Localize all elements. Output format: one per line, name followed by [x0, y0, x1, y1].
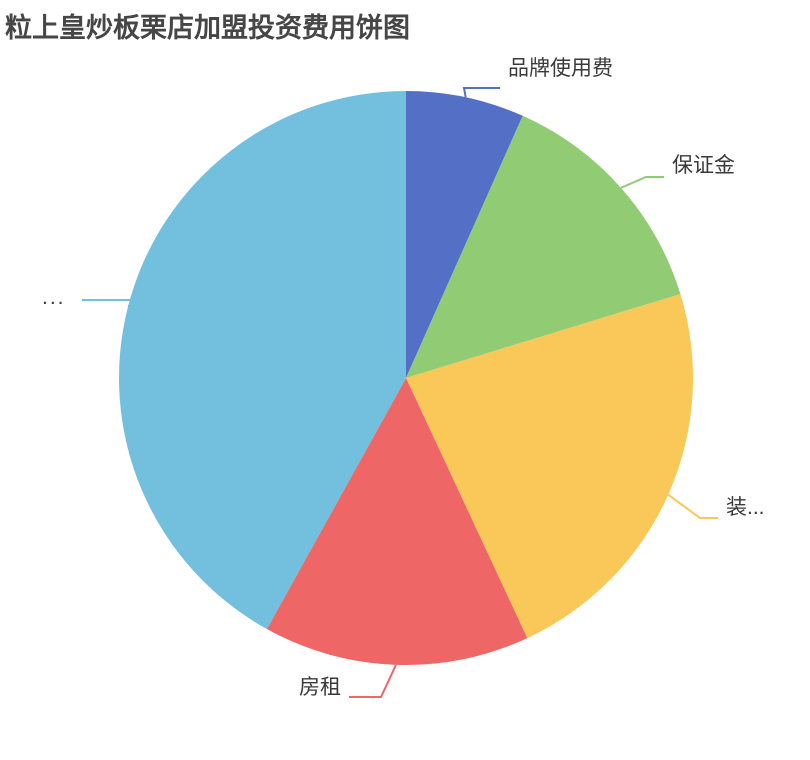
pie-label-rent: 房租: [299, 676, 341, 699]
pie-slice-decoration[interactable]: [406, 294, 694, 639]
pie-slice-rent[interactable]: [266, 378, 528, 666]
label-leader-lines: [82, 87, 718, 698]
leader-line-deposit: [620, 176, 664, 189]
pie-label-other: ...: [42, 286, 66, 309]
leader-line-decoration: [667, 493, 718, 519]
pie-slice-deposit[interactable]: [406, 115, 681, 378]
chart-title: 粒上皇炒板栗店加盟投资费用饼图: [5, 13, 410, 43]
leader-line-rent: [349, 664, 397, 698]
pie-slice-other[interactable]: [118, 90, 406, 630]
pie-slices[interactable]: [118, 90, 694, 666]
leader-line-brand-fee: [462, 87, 500, 98]
pie-slice-brand-fee[interactable]: [406, 91, 523, 378]
leader-line-other: [82, 299, 149, 308]
pie-label-deposit: 保证金: [672, 154, 735, 177]
pie-label-decoration: 装...: [726, 496, 765, 519]
pie-label-brand-fee: 品牌使用费: [508, 57, 613, 80]
